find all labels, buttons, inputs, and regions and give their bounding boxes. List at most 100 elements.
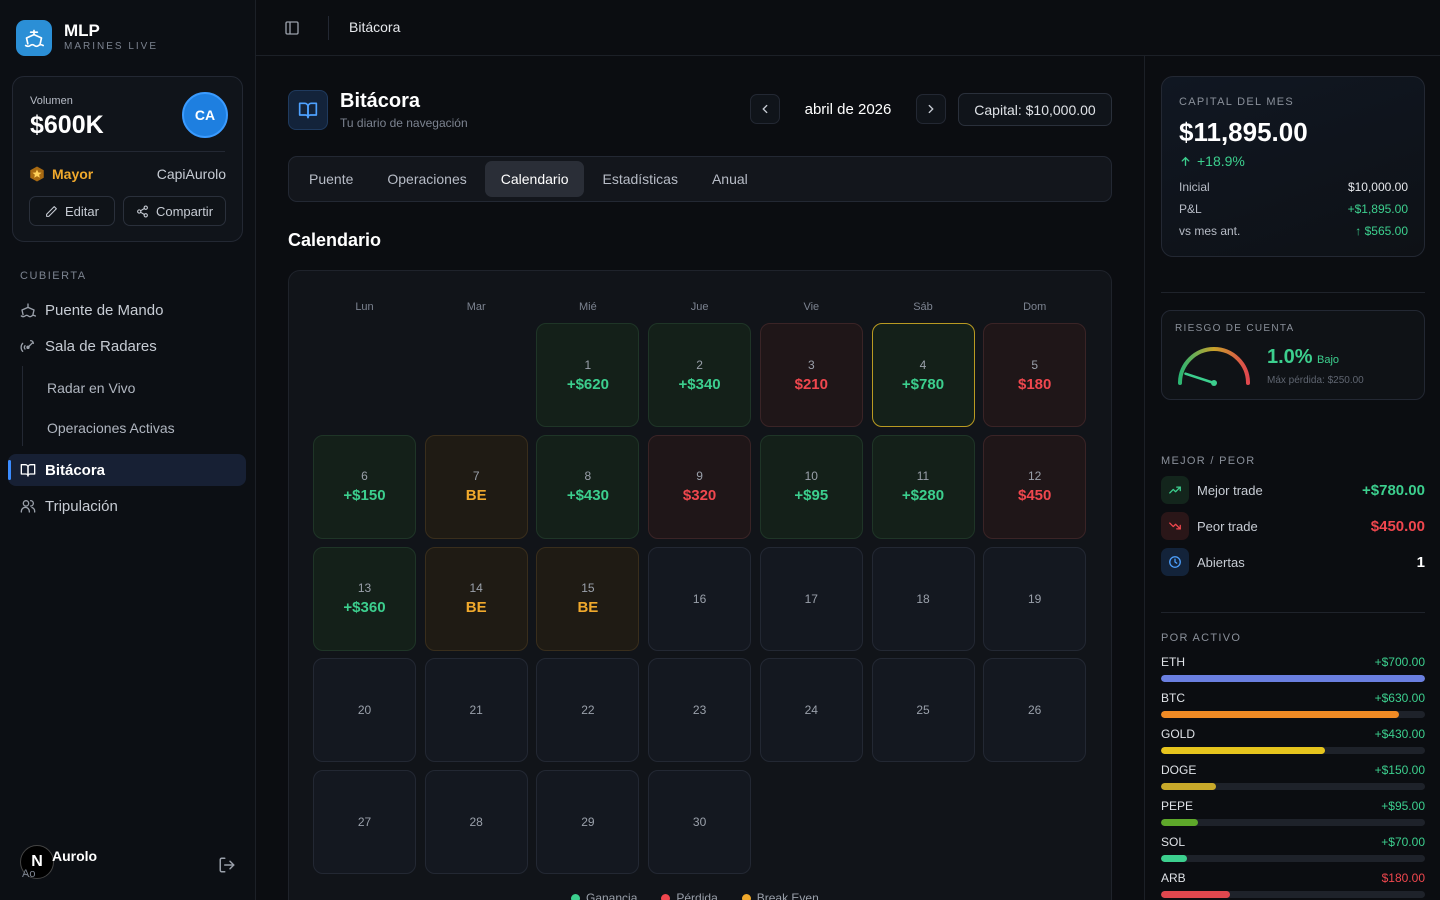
calendar-day[interactable]: 7 BE: [424, 434, 528, 539]
calendar-day[interactable]: 26: [983, 658, 1087, 763]
calendar-day[interactable]: 15 BE: [536, 546, 640, 651]
day-number: 27: [357, 815, 372, 830]
calendar-day[interactable]: 8 +$430: [536, 434, 640, 539]
divider: [328, 16, 329, 40]
asset-bar-fill: [1161, 783, 1217, 790]
calendar-day[interactable]: 6 +$150: [313, 434, 416, 539]
edit-button[interactable]: Editar: [29, 196, 115, 226]
sidebar-item-sala-de-radares[interactable]: Sala de Radares: [8, 330, 246, 362]
day-pnl: BE: [465, 599, 487, 617]
day-pnl: $180: [1018, 375, 1052, 393]
day-number: 25: [916, 703, 930, 718]
next-month-button[interactable]: [916, 94, 946, 124]
tab-anual[interactable]: Anual: [711, 171, 748, 187]
asset-name: ARB: [1161, 871, 1186, 885]
risk-value: 1.0%: [1267, 346, 1313, 368]
calendar-day[interactable]: 22: [536, 658, 640, 763]
capital-row-value: $10,000.00: [1347, 180, 1408, 194]
sidebar: MLP MARINES LIVE Volumen $600K CA Mayor …: [0, 0, 256, 900]
calendar-day[interactable]: 25: [871, 658, 975, 763]
calendar-day[interactable]: 5 $180: [983, 323, 1087, 427]
sidebar-item-tripulacion[interactable]: Tripulación: [8, 490, 246, 522]
calendar-day[interactable]: 12 $450: [983, 434, 1087, 539]
sidebar-item-label: Tripulación: [45, 497, 118, 515]
calendar-day[interactable]: 11 +$280: [871, 434, 975, 539]
calendar-day[interactable]: 20: [313, 658, 416, 763]
calendar-day[interactable]: 23: [648, 658, 752, 763]
calendar-day[interactable]: 24: [759, 658, 863, 763]
calendar-day[interactable]: 17: [759, 546, 863, 651]
calendar-day[interactable]: 16: [648, 546, 752, 651]
day-number: 14: [469, 581, 483, 596]
sidebar-item-bitacora[interactable]: Bitácora: [8, 454, 246, 486]
brand-name: MLP: [64, 21, 100, 40]
capital-row-label: P&L: [1179, 202, 1202, 216]
tab-estadisticas[interactable]: Estadísticas: [602, 171, 678, 187]
star-badge-icon: [30, 166, 44, 182]
rank-badge: Mayor: [28, 165, 93, 183]
sidebar-item-label: Bitácora: [45, 461, 106, 479]
tab-puente[interactable]: Puente: [309, 171, 354, 187]
divider: [1161, 292, 1425, 293]
asset-bar-track: [1161, 819, 1425, 826]
asset-row: PEPE +$95.00: [1161, 799, 1425, 826]
nav-section-label: CUBIERTA: [20, 270, 87, 282]
legend-label: Ganancia: [586, 891, 638, 900]
ship-logo-icon: [16, 20, 52, 56]
brand[interactable]: MLP MARINES LIVE: [16, 20, 158, 56]
day-number: 29: [581, 815, 595, 830]
sidebar-item-puente-de-mando[interactable]: Puente de Mando: [8, 294, 246, 326]
best-worst-value: +$780.00: [1362, 481, 1425, 499]
calendar-day[interactable]: 27: [313, 770, 416, 875]
calendar-day[interactable]: 18: [871, 546, 975, 651]
asset-name: ETH: [1161, 655, 1185, 669]
best-worst-row: Abiertas 1: [1161, 548, 1425, 576]
weekday-label: Mié: [579, 301, 597, 313]
day-number: 26: [1028, 703, 1042, 718]
footer-user[interactable]: N: [20, 845, 54, 879]
calendar-day[interactable]: 19: [983, 546, 1087, 651]
calendar-day[interactable]: 1 +$620: [536, 323, 640, 427]
calendar-day[interactable]: 30: [648, 770, 752, 875]
day-number: 11: [916, 469, 930, 484]
asset-row: ARB $180.00: [1161, 871, 1425, 898]
volume-value: $600K: [30, 111, 104, 139]
day-pnl: BE: [465, 487, 487, 505]
calendar-day[interactable]: 13 +$360: [313, 546, 416, 651]
asset-bar-track: [1161, 675, 1425, 682]
day-pnl: +$360: [343, 599, 386, 617]
sidebar-toggle-button[interactable]: [284, 20, 300, 39]
calendar-day[interactable]: 3 $210: [759, 323, 863, 427]
calendar-day[interactable]: 10 +$95: [759, 434, 863, 539]
capital-label: CAPITAL DEL MES: [1179, 96, 1295, 108]
logout-button[interactable]: [218, 856, 236, 877]
calendar-day[interactable]: 9 $320: [648, 434, 752, 539]
calendar-day[interactable]: 29: [536, 770, 640, 875]
month-label: abril de 2026: [804, 101, 892, 118]
footer-avatar[interactable]: N: [20, 845, 54, 879]
tab-operaciones[interactable]: Operaciones: [387, 171, 467, 187]
divider: [30, 151, 225, 152]
tab-calendario[interactable]: Calendario: [484, 161, 585, 197]
prev-month-button[interactable]: [750, 94, 780, 124]
calendar-day[interactable]: 2 +$340: [648, 323, 752, 427]
sidebar-item-label: Puente de Mando: [45, 301, 164, 319]
calendar-day[interactable]: 14 BE: [424, 546, 528, 651]
sidebar-subitem-operaciones-activas[interactable]: Operaciones Activas: [47, 420, 175, 436]
legend-dot: [661, 894, 671, 900]
calendar-day[interactable]: 21: [424, 658, 528, 763]
share-button[interactable]: Compartir: [123, 196, 226, 226]
chevron-right-icon: [928, 104, 934, 114]
sidebar-subitem-radar-en-vivo[interactable]: Radar en Vivo: [47, 380, 136, 396]
avatar[interactable]: CA: [182, 92, 228, 138]
capital-badge[interactable]: Capital: $10,000.00: [958, 93, 1112, 126]
section-title: Calendario: [288, 230, 382, 250]
volume-label: Volumen: [30, 95, 73, 107]
asset-name: PEPE: [1161, 799, 1194, 813]
calendar-day[interactable]: 4 +$780: [871, 323, 975, 427]
legend-label: Pérdida: [676, 891, 718, 900]
day-number: 12: [1028, 469, 1042, 484]
chevron-left-icon: [762, 104, 768, 114]
calendar-day[interactable]: 28: [424, 770, 528, 875]
best-worst-row: Mejor trade +$780.00: [1161, 476, 1425, 504]
